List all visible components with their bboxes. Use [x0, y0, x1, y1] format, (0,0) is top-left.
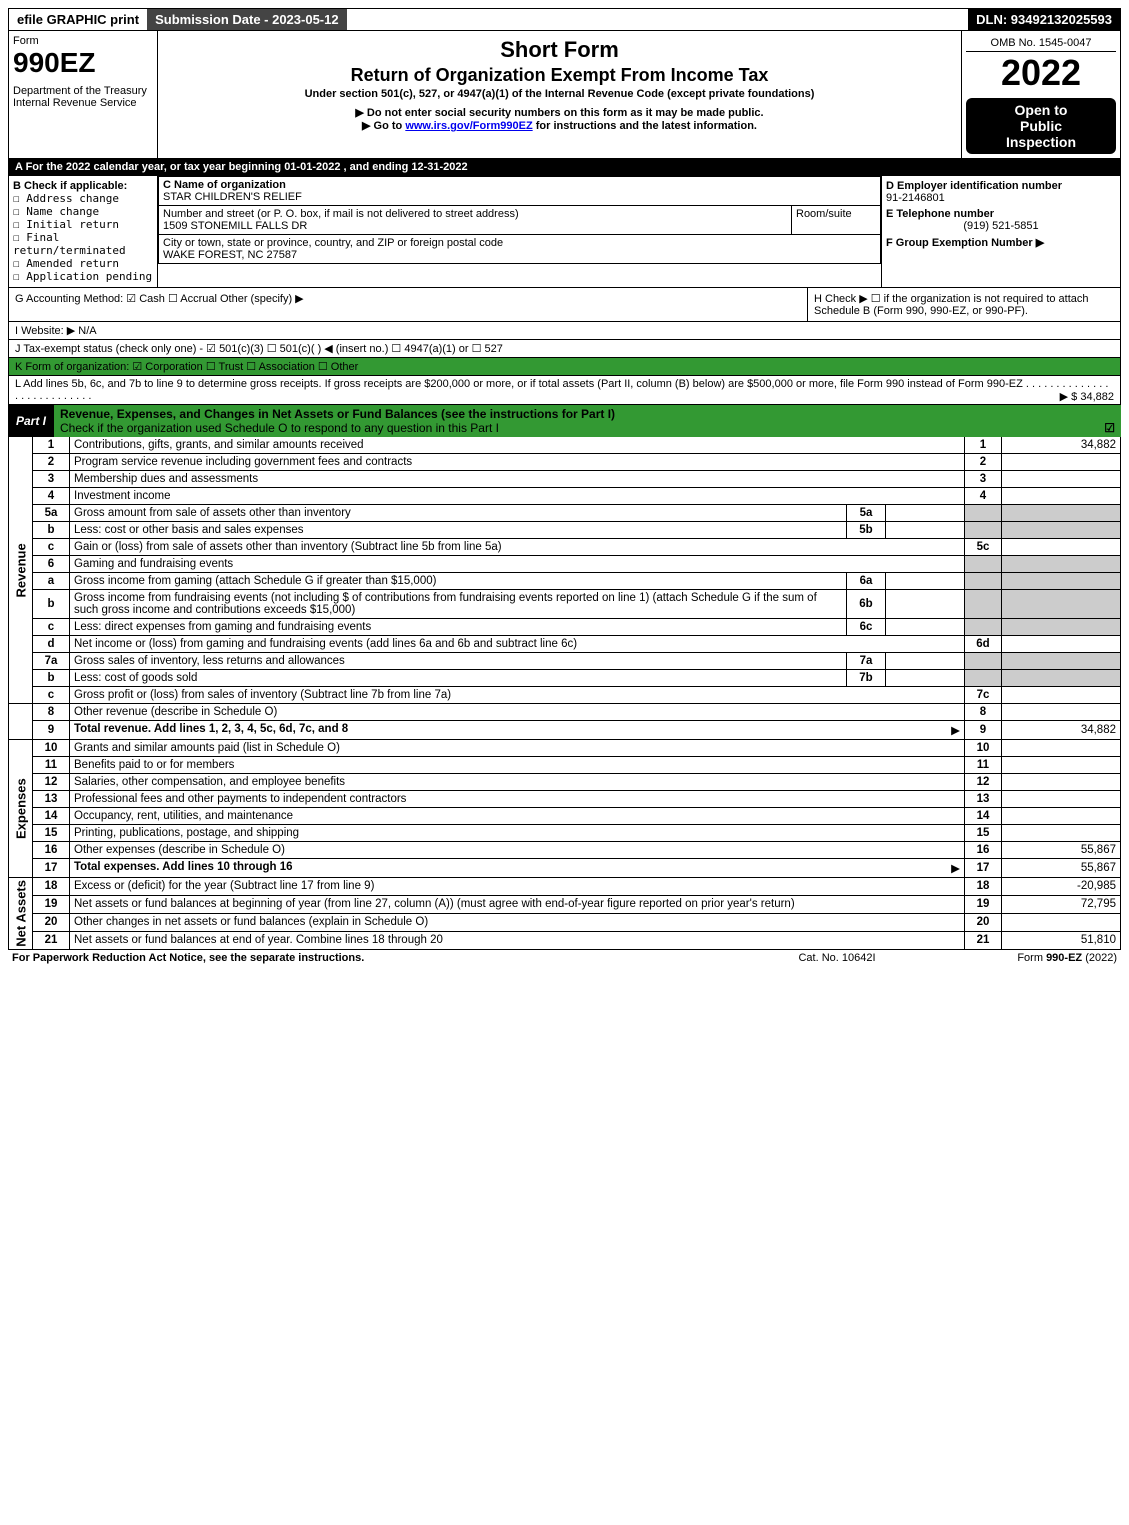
- b-label: B Check if applicable:: [13, 180, 153, 192]
- form-note-1: ▶ Do not enter social security numbers o…: [162, 106, 957, 119]
- line-6-desc: Gaming and fundraising events: [70, 556, 965, 573]
- footer-right: Form 990-EZ (2022): [937, 952, 1117, 964]
- irs-label: Internal Revenue Service: [13, 97, 153, 109]
- chk-application-pending[interactable]: ☐ Application pending: [13, 270, 153, 283]
- form-subtitle: Under section 501(c), 527, or 4947(a)(1)…: [162, 88, 957, 100]
- line-18-value: -20,985: [1002, 878, 1121, 896]
- irs-link[interactable]: www.irs.gov/Form990EZ: [405, 120, 532, 132]
- line-7a-desc: Gross sales of inventory, less returns a…: [70, 653, 847, 670]
- form-note-2: ▶ Go to www.irs.gov/Form990EZ for instru…: [162, 119, 957, 132]
- line-l-amount: ▶ $ 34,882: [1060, 390, 1114, 403]
- phone-label: E Telephone number: [886, 208, 1116, 220]
- revenue-section-label: Revenue: [9, 437, 33, 704]
- ein-label: D Employer identification number: [886, 180, 1116, 192]
- line-5b-desc: Less: cost or other basis and sales expe…: [70, 522, 847, 539]
- part-1-table: Revenue 1 Contributions, gifts, grants, …: [8, 437, 1121, 950]
- line-7c-desc: Gross profit or (loss) from sales of inv…: [70, 687, 965, 704]
- form-title-2: Return of Organization Exempt From Incom…: [162, 65, 957, 86]
- footer-center: Cat. No. 10642I: [737, 952, 937, 964]
- chk-initial-return[interactable]: ☐ Initial return: [13, 218, 153, 231]
- dln: DLN: 93492132025593: [968, 9, 1120, 30]
- chk-amended-return[interactable]: ☐ Amended return: [13, 257, 153, 270]
- org-name: STAR CHILDREN'S RELIEF: [163, 191, 302, 203]
- form-title-1: Short Form: [162, 37, 957, 63]
- group-exemption-label: F Group Exemption Number ▶: [886, 236, 1116, 249]
- phone-value: (919) 521-5851: [886, 220, 1116, 232]
- line-16-value: 55,867: [1002, 842, 1121, 859]
- line-1-desc: Contributions, gifts, grants, and simila…: [70, 437, 965, 454]
- line-k: K Form of organization: ☑ Corporation ☐ …: [9, 357, 1120, 375]
- line-6d-desc: Net income or (loss) from gaming and fun…: [70, 636, 965, 653]
- column-b: B Check if applicable: ☐ Address change …: [9, 176, 158, 287]
- line-6a-desc: Gross income from gaming (attach Schedul…: [70, 573, 847, 590]
- line-5c-desc: Gain or (loss) from sale of assets other…: [70, 539, 965, 556]
- column-d-e-f: D Employer identification number 91-2146…: [882, 176, 1120, 287]
- form-label: Form: [13, 35, 153, 47]
- efile-label[interactable]: efile GRAPHIC print: [9, 9, 147, 30]
- line-7b-desc: Less: cost of goods sold: [70, 670, 847, 687]
- room-suite-label: Room/suite: [792, 206, 881, 235]
- city-value: WAKE FOREST, NC 27587: [163, 249, 297, 261]
- tax-year: 2022: [966, 52, 1116, 94]
- line-l: L Add lines 5b, 6c, and 7b to line 9 to …: [9, 375, 1120, 404]
- form-number: 990EZ: [13, 47, 153, 79]
- part-1-header: Part I Revenue, Expenses, and Changes in…: [8, 405, 1121, 437]
- section-g-through-l: G Accounting Method: ☑ Cash ☐ Accrual Ot…: [8, 288, 1121, 405]
- header-left: Form 990EZ Department of the Treasury In…: [9, 31, 158, 158]
- line-h: H Check ▶ ☐ if the organization is not r…: [807, 288, 1120, 321]
- header-right: OMB No. 1545-0047 2022 Open to Public In…: [962, 31, 1120, 158]
- chk-final-return[interactable]: ☐ Final return/terminated: [13, 231, 153, 257]
- part-1-checkbox[interactable]: ☑: [1104, 421, 1115, 435]
- line-17-value: 55,867: [1002, 859, 1121, 878]
- expenses-section-label: Expenses: [9, 740, 33, 878]
- dept-treasury: Department of the Treasury: [13, 85, 153, 97]
- column-c: C Name of organization STAR CHILDREN'S R…: [158, 176, 882, 287]
- line-g: G Accounting Method: ☑ Cash ☐ Accrual Ot…: [9, 288, 807, 321]
- line-3-desc: Membership dues and assessments: [70, 471, 965, 488]
- submission-date: Submission Date - 2023-05-12: [147, 9, 347, 30]
- line-21-value: 51,810: [1002, 931, 1121, 949]
- city-label: City or town, state or province, country…: [163, 237, 503, 249]
- open-public: Open to Public Inspection: [966, 98, 1116, 154]
- ein-value: 91-2146801: [886, 192, 1116, 204]
- line-i: I Website: ▶ N/A: [9, 321, 1120, 339]
- line-19-value: 72,795: [1002, 895, 1121, 913]
- top-bar: efile GRAPHIC print Submission Date - 20…: [8, 8, 1121, 31]
- page-footer: For Paperwork Reduction Act Notice, see …: [8, 950, 1121, 966]
- line-6c-desc: Less: direct expenses from gaming and fu…: [70, 619, 847, 636]
- line-5a-desc: Gross amount from sale of assets other t…: [70, 505, 847, 522]
- street-value: 1509 STONEMILL FALLS DR: [163, 220, 307, 232]
- omb-number: OMB No. 1545-0047: [966, 35, 1116, 52]
- line-9-desc: Total revenue. Add lines 1, 2, 3, 4, 5c,…: [70, 721, 965, 740]
- street-label: Number and street (or P. O. box, if mail…: [163, 208, 519, 220]
- line-10-desc: Grants and similar amounts paid (list in…: [70, 740, 965, 757]
- chk-name-change[interactable]: ☐ Name change: [13, 205, 153, 218]
- line-6b-desc: Gross income from fundraising events (no…: [70, 590, 847, 619]
- part-1-label: Part I: [8, 412, 54, 430]
- line-8-desc: Other revenue (describe in Schedule O): [70, 704, 965, 721]
- section-a-through-f: A For the 2022 calendar year, or tax yea…: [8, 159, 1121, 288]
- part-1-title: Revenue, Expenses, and Changes in Net As…: [54, 405, 1121, 437]
- footer-left: For Paperwork Reduction Act Notice, see …: [12, 952, 737, 964]
- header-center: Short Form Return of Organization Exempt…: [158, 31, 962, 158]
- line-9-value: 34,882: [1002, 721, 1121, 740]
- line-2-desc: Program service revenue including govern…: [70, 454, 965, 471]
- line-a: A For the 2022 calendar year, or tax yea…: [9, 159, 1120, 176]
- net-assets-section-label: Net Assets: [9, 878, 33, 950]
- line-1-value: 34,882: [1002, 437, 1121, 454]
- chk-address-change[interactable]: ☐ Address change: [13, 192, 153, 205]
- c-name-label: C Name of organization: [163, 179, 286, 191]
- form-header: Form 990EZ Department of the Treasury In…: [8, 31, 1121, 159]
- line-j: J Tax-exempt status (check only one) - ☑…: [9, 339, 1120, 357]
- line-4-desc: Investment income: [70, 488, 965, 505]
